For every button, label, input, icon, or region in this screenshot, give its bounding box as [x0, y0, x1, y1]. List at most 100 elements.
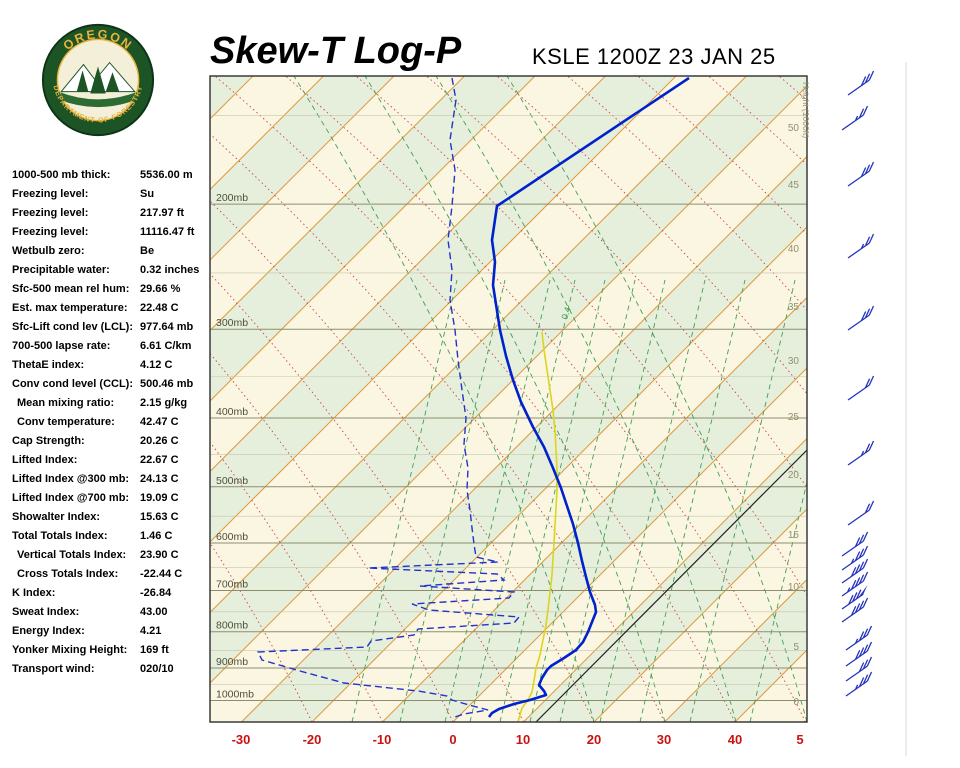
- height-label: 15: [788, 530, 800, 541]
- index-row: Sweat Index: 43.00: [12, 603, 210, 622]
- tree-icon: [105, 72, 120, 92]
- index-row: Cross Totals Index: -22.44 C: [12, 565, 210, 584]
- barb-full-tick: [850, 566, 857, 577]
- index-label: Sfc-500 mean rel hum:: [12, 283, 130, 295]
- barb-full-tick: [854, 649, 861, 660]
- pressure-label: 700mb: [216, 579, 248, 591]
- barb-full-tick: [862, 644, 869, 655]
- barb-full-tick: [868, 70, 875, 81]
- index-row: ThetaE index: 4.12 C: [12, 356, 210, 375]
- isotherm-band: [210, 76, 807, 683]
- wind-barb: [845, 656, 873, 682]
- wind-barb: [841, 105, 869, 131]
- index-label: Sweat Index:: [12, 606, 80, 618]
- index-value: -22.44 C: [140, 568, 183, 580]
- isotherm-line: [210, 76, 395, 261]
- barb-full-tick: [858, 662, 865, 672]
- index-row: Conv cond level (CCL): 500.46 mb: [12, 375, 210, 394]
- index-label: 1000-500 mb thick:: [12, 169, 111, 181]
- barb-full-tick: [868, 161, 875, 172]
- barb-half-tick: [850, 558, 855, 564]
- height-label: 30: [788, 356, 800, 367]
- isotherm-line: [876, 76, 960, 722]
- index-row: Precipitable water: 0.32 inches: [12, 261, 210, 280]
- pressure-label: 900mb: [216, 656, 248, 668]
- index-row: Wetbulb zero: Be: [12, 242, 210, 261]
- barb-half-tick: [846, 587, 851, 593]
- dry-adiabat: [920, 76, 960, 722]
- index-label: Lifted Index @700 mb:: [12, 492, 130, 504]
- index-label: Transport wind:: [12, 663, 95, 675]
- index-value: 15.63 C: [140, 511, 179, 523]
- index-row: Lifted Index: 22.67 C: [12, 451, 210, 470]
- isotherm-line: [241, 155, 807, 722]
- wind-barb: [847, 233, 875, 259]
- wetbulb-profile: [517, 331, 558, 722]
- index-row: Mean mixing ratio: 2.15 g/kg: [12, 394, 210, 413]
- temp-label: 20: [587, 732, 601, 747]
- index-label: Lifted Index:: [12, 454, 78, 466]
- mixing-ratio-line: [499, 279, 606, 722]
- tree-icon: [90, 66, 106, 94]
- barb-full-tick: [860, 76, 867, 86]
- temp-label: 30: [657, 732, 671, 747]
- page-title: Skew-T Log-P: [210, 30, 462, 72]
- barb-full-tick: [858, 548, 865, 559]
- mixing-ratio-line: [351, 279, 458, 722]
- pressure-label: 200mb: [216, 192, 248, 204]
- temp-label: -10: [373, 732, 392, 747]
- pressure-label: 500mb: [216, 475, 248, 487]
- isotherm-line: [210, 85, 807, 684]
- barb-full-tick: [854, 551, 861, 561]
- index-label: Energy Index:: [12, 625, 85, 637]
- barb-full-tick: [868, 375, 875, 386]
- pressure-label: 600mb: [216, 531, 248, 543]
- barb-half-tick: [854, 638, 859, 644]
- height-label: 50: [788, 123, 800, 134]
- index-value: 29.66 %: [140, 283, 181, 295]
- index-row: Lifted Index @700 mb: 19.09 C: [12, 489, 210, 508]
- height-label: 10: [788, 582, 800, 593]
- barb-full-tick: [858, 631, 865, 641]
- barb-full-tick: [866, 625, 873, 636]
- barb-full-tick: [848, 594, 854, 605]
- barb-full-tick: [854, 537, 861, 547]
- mixing-ratio-line: [399, 279, 506, 722]
- index-label: Vertical Totals Index:: [17, 549, 127, 561]
- mixing-ratio-line: [599, 279, 706, 722]
- barb-full-tick: [868, 440, 875, 451]
- index-row: Yonker Mixing Height: 169 ft: [12, 641, 210, 660]
- temp-label: 10: [516, 732, 530, 747]
- isotherm-line: [210, 76, 606, 473]
- barb-full-tick: [868, 233, 875, 244]
- index-row: Transport wind: 020/10: [12, 660, 210, 679]
- height-label: 35: [788, 302, 800, 313]
- isotherm-line: [664, 578, 807, 722]
- index-value: 4.21: [140, 625, 162, 637]
- index-value: 22.67 C: [140, 454, 179, 466]
- barb-full-tick: [862, 659, 869, 670]
- index-row: K Index: -26.84: [12, 584, 210, 603]
- index-value: 5536.00 m: [140, 169, 193, 181]
- barb-full-tick: [862, 597, 869, 608]
- index-label: Freezing level:: [12, 226, 89, 238]
- isotherm-line: [805, 719, 807, 722]
- index-label: K Index:: [12, 587, 56, 599]
- height-axis-title: Height (1000ft): [801, 82, 811, 138]
- barb-full-tick: [858, 647, 865, 657]
- wind-barb: [841, 545, 869, 571]
- index-label: 700-500 lapse rate:: [12, 340, 111, 352]
- index-value: 500.46 mb: [140, 378, 194, 390]
- isotherm-line: [593, 508, 807, 722]
- wind-barb: [841, 585, 868, 610]
- index-value: 43.00: [140, 606, 168, 618]
- index-value: 217.97 ft: [140, 207, 185, 219]
- index-label: Lifted Index @300 mb:: [12, 473, 130, 485]
- wind-barb: [847, 70, 875, 96]
- barb-full-tick: [864, 308, 871, 319]
- barb-full-tick: [862, 628, 869, 639]
- wind-barb: [845, 625, 873, 651]
- barb-full-tick: [862, 105, 869, 116]
- barb-full-tick: [854, 564, 861, 574]
